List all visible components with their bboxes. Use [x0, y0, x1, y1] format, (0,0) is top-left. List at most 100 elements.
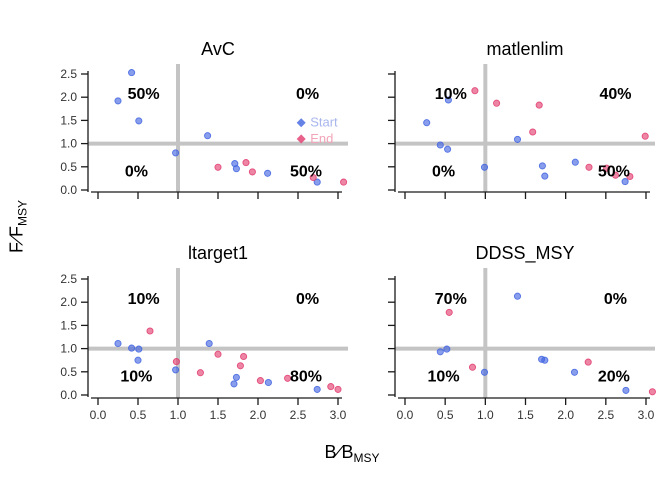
quadrant-label-bottom-right: 50%: [598, 163, 630, 180]
start-point: [204, 132, 212, 140]
y-axis-label-denominator: F: [6, 226, 27, 237]
end-point: [626, 172, 634, 181]
end-point: [146, 327, 154, 335]
quadrant-label-bottom-right: 20%: [598, 368, 630, 385]
x-tick-label: 1.0: [170, 408, 187, 422]
end-point: [242, 159, 250, 167]
x-tick-label: 1.5: [210, 408, 227, 422]
quadrant-label-top-left: 50%: [128, 86, 160, 103]
quadrant-label-top-right: 0%: [296, 291, 319, 308]
end-point: [327, 383, 335, 391]
panel-ltarget1: 0.0 0.5 1.0 1.5 2.0 2.5 3.0 0.0 0.5 1.0 1.5 2.0 2.5 1…: [60, 243, 348, 422]
end-point: [256, 377, 264, 385]
x-axis-label-slash: ∕: [337, 442, 341, 462]
panel-title: AvC: [201, 39, 235, 59]
quadrant-label-bottom-left: 0%: [432, 163, 455, 180]
start-point: [313, 385, 321, 393]
start-point: [541, 172, 549, 180]
end-point: [493, 99, 501, 107]
start-point: [134, 356, 142, 364]
y-axis-label-numerator: F: [6, 242, 27, 254]
y-tick-label: 2.0: [60, 90, 77, 104]
start-point: [172, 366, 180, 374]
x-tick-label: 1.5: [517, 408, 534, 422]
end-point: [196, 369, 204, 377]
start-point: [114, 97, 122, 105]
end-point: [603, 164, 611, 172]
x-tick-label: 2.5: [597, 408, 614, 422]
quadrant-label-top-right: 0%: [604, 291, 627, 308]
start-point: [128, 344, 136, 352]
quadrant-label-top-left: 10%: [128, 291, 160, 308]
panel-DDSS_MSY: 0.0 0.5 1.0 1.5 2.0 2.5 3.0 70% 0% 10% 20% DDSS_MSY: [388, 243, 656, 422]
x-tick-label: 0.5: [130, 408, 147, 422]
x-tick-label: 2.0: [250, 408, 267, 422]
end-point: [334, 385, 342, 393]
start-point: [114, 339, 122, 348]
quadrant-label-top-right: 0%: [296, 86, 319, 103]
x-axis-label-denominator: B: [341, 442, 354, 462]
start-point: [570, 368, 579, 376]
start-point: [480, 368, 489, 376]
x-tick-label: 2.0: [557, 408, 574, 422]
x-tick-label: 0.0: [90, 408, 107, 422]
start-point: [513, 292, 522, 300]
end-point: [214, 163, 222, 171]
y-axis-label: F∕FMSY: [7, 157, 30, 297]
legend-start-label: Start: [310, 115, 338, 130]
quadrant-label-top-left: 10%: [435, 86, 467, 103]
start-point: [264, 169, 272, 177]
x-axis-label-numerator: B: [324, 442, 337, 462]
start-point: [230, 380, 238, 388]
start-point: [135, 345, 143, 353]
start-point: [444, 96, 452, 104]
end-point: [284, 374, 292, 382]
start-point: [128, 69, 136, 77]
start-point: [172, 149, 180, 157]
panel-title: matlenlim: [486, 39, 563, 59]
y-tick-label: 1.0: [60, 342, 77, 356]
y-tick-label: 2.0: [60, 295, 77, 309]
start-point: [480, 163, 489, 171]
start-point: [436, 141, 444, 149]
end-point: [641, 132, 649, 140]
start-point: [571, 158, 579, 166]
x-tick-label: 1.0: [477, 408, 494, 422]
start-point: [205, 339, 213, 348]
quadrant-label-bottom-left: 0%: [125, 163, 148, 180]
quadrant-label-top-right: 40%: [599, 86, 631, 103]
end-point: [535, 101, 543, 109]
y-tick-label: 0.0: [60, 183, 77, 197]
start-point: [423, 119, 431, 127]
end-point: [648, 388, 656, 396]
panel-title: ltarget1: [188, 243, 248, 263]
start-point: [436, 348, 444, 356]
y-tick-label: 0.5: [60, 365, 77, 379]
panel-title: DDSS_MSY: [475, 243, 574, 264]
end-point: [309, 173, 317, 182]
start-point: [622, 386, 630, 394]
y-tick-label: 1.0: [60, 137, 77, 151]
end-point: [529, 128, 537, 136]
start-point: [444, 145, 452, 153]
end-point: [585, 163, 593, 171]
start-point: [443, 345, 451, 353]
end-point: [340, 178, 348, 186]
end-point: [445, 308, 453, 316]
x-axis-label: B∕BMSY: [252, 442, 452, 465]
legend-start-marker: [296, 118, 306, 128]
y-tick-label: 2.5: [60, 67, 77, 81]
quadrant-label-bottom-left: 10%: [120, 368, 152, 385]
start-point: [513, 135, 522, 143]
start-point: [135, 117, 143, 125]
start-point: [538, 162, 546, 170]
x-tick-label: 2.5: [290, 408, 307, 422]
end-point: [214, 350, 222, 358]
end-point: [468, 363, 477, 371]
quadrant-label-bottom-left: 10%: [428, 368, 460, 385]
end-point: [236, 362, 244, 370]
start-point: [232, 373, 240, 381]
